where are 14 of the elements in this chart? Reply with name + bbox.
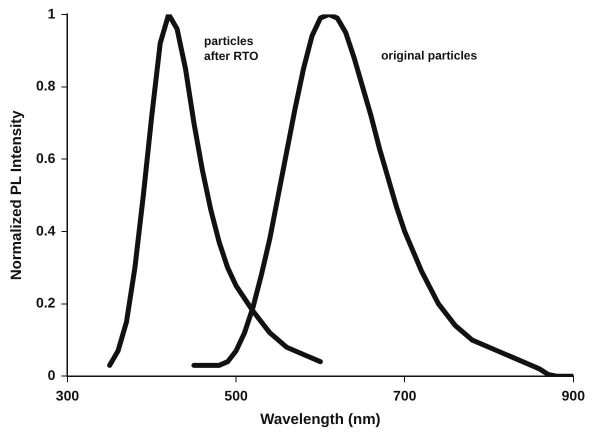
x-axis-title: Wavelength (nm) bbox=[260, 411, 381, 428]
x-tick-label: 900 bbox=[562, 387, 586, 404]
x-tick-label: 700 bbox=[393, 387, 417, 404]
y-tick-label: 0.6 bbox=[36, 150, 56, 166]
x-tick-label: 500 bbox=[224, 387, 248, 404]
y-tick-label: 1 bbox=[48, 5, 56, 22]
y-axis-title: Normalized PL Intensity bbox=[8, 110, 26, 280]
y-tick-label: 0.8 bbox=[36, 78, 56, 94]
x-tick-label: 300 bbox=[56, 387, 80, 404]
y-tick-label: 0.4 bbox=[36, 222, 56, 238]
y-tick-label: 0.2 bbox=[36, 294, 56, 311]
annotation: particles after RTO bbox=[204, 34, 259, 63]
annotation: original particles bbox=[381, 48, 478, 62]
y-tick-label: 0 bbox=[48, 367, 56, 384]
